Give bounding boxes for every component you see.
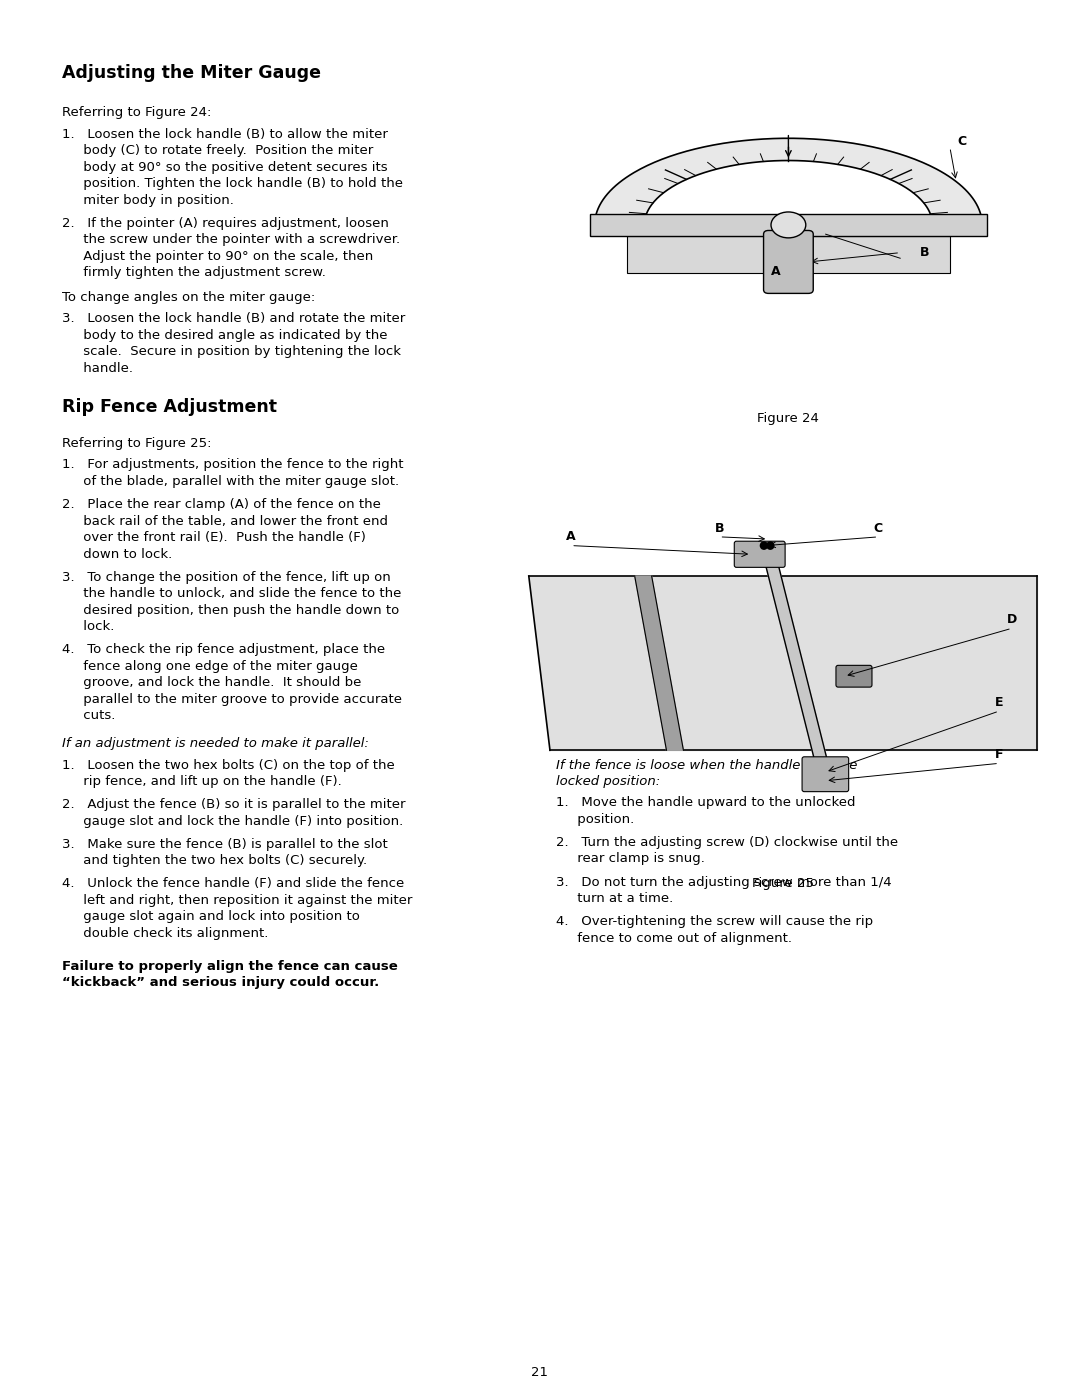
Text: 2.   Place the rear clamp (A) of the fence on the: 2. Place the rear clamp (A) of the fence… (62, 499, 380, 511)
Text: fence along one edge of the miter gauge: fence along one edge of the miter gauge (62, 659, 357, 672)
Text: body to the desired angle as indicated by the: body to the desired angle as indicated b… (62, 328, 387, 342)
Text: 3.   Loosen the lock handle (B) and rotate the miter: 3. Loosen the lock handle (B) and rotate… (62, 313, 405, 326)
Text: turn at a time.: turn at a time. (556, 893, 674, 905)
Text: rip fence, and lift up on the handle (F).: rip fence, and lift up on the handle (F)… (62, 775, 341, 788)
Text: Referring to Figure 24:: Referring to Figure 24: (62, 106, 211, 119)
FancyBboxPatch shape (836, 665, 872, 687)
Text: Figure 25: Figure 25 (752, 876, 814, 890)
FancyBboxPatch shape (802, 757, 849, 792)
Text: scale.  Secure in position by tightening the lock: scale. Secure in position by tightening … (62, 345, 401, 358)
Text: and tighten the two hex bolts (C) securely.: and tighten the two hex bolts (C) secure… (62, 854, 367, 868)
Text: miter body in position.: miter body in position. (62, 194, 233, 207)
Polygon shape (635, 576, 684, 750)
Text: gauge slot and lock the handle (F) into position.: gauge slot and lock the handle (F) into … (62, 814, 403, 827)
Text: If an adjustment is needed to make it parallel:: If an adjustment is needed to make it pa… (62, 738, 368, 750)
Text: 21: 21 (531, 1366, 549, 1379)
FancyBboxPatch shape (764, 231, 813, 293)
Text: back rail of the table, and lower the front end: back rail of the table, and lower the fr… (62, 514, 388, 528)
Text: Adjust the pointer to 90° on the scale, then: Adjust the pointer to 90° on the scale, … (62, 250, 373, 263)
Text: parallel to the miter groove to provide accurate: parallel to the miter groove to provide … (62, 693, 402, 705)
Text: firmly tighten the adjustment screw.: firmly tighten the adjustment screw. (62, 265, 325, 279)
Text: position. Tighten the lock handle (B) to hold the: position. Tighten the lock handle (B) to… (62, 177, 403, 190)
Text: 2.   Turn the adjusting screw (D) clockwise until the: 2. Turn the adjusting screw (D) clockwis… (556, 835, 899, 849)
Text: fence to come out of alignment.: fence to come out of alignment. (556, 932, 793, 944)
Text: position.: position. (556, 813, 634, 826)
Text: F: F (995, 749, 1003, 761)
Text: the screw under the pointer with a screwdriver.: the screw under the pointer with a screw… (62, 233, 400, 246)
Text: groove, and lock the handle.  It should be: groove, and lock the handle. It should b… (62, 676, 361, 689)
Circle shape (766, 541, 774, 550)
FancyBboxPatch shape (590, 214, 987, 236)
Polygon shape (761, 550, 827, 761)
Text: B: B (715, 521, 725, 535)
Text: 1.   Loosen the lock handle (B) to allow the miter: 1. Loosen the lock handle (B) to allow t… (62, 127, 388, 141)
Text: 1.   For adjustments, position the fence to the right: 1. For adjustments, position the fence t… (62, 458, 403, 472)
Text: down to lock.: down to lock. (62, 548, 172, 560)
Text: 3.   Make sure the fence (B) is parallel to the slot: 3. Make sure the fence (B) is parallel t… (62, 838, 388, 851)
Text: of the blade, parallel with the miter gauge slot.: of the blade, parallel with the miter ga… (62, 475, 399, 488)
Circle shape (771, 212, 806, 237)
Text: Figure 24: Figure 24 (757, 412, 820, 425)
Polygon shape (595, 138, 982, 225)
Text: If the fence is loose when the handle is in the: If the fence is loose when the handle is… (556, 759, 858, 771)
Text: 3.   Do not turn the adjusting screw more than 1/4: 3. Do not turn the adjusting screw more … (556, 876, 892, 888)
Text: cuts.: cuts. (62, 710, 114, 722)
Text: desired position, then push the handle down to: desired position, then push the handle d… (62, 604, 399, 616)
Text: the handle to unlock, and slide the fence to the: the handle to unlock, and slide the fenc… (62, 587, 401, 601)
Text: over the front rail (E).  Push the handle (F): over the front rail (E). Push the handle… (62, 531, 365, 543)
Text: body (C) to rotate freely.  Position the miter: body (C) to rotate freely. Position the … (62, 144, 373, 156)
Text: 2.   Adjust the fence (B) so it is parallel to the miter: 2. Adjust the fence (B) so it is paralle… (62, 798, 405, 812)
Text: Referring to Figure 25:: Referring to Figure 25: (62, 437, 211, 450)
Text: body at 90° so the positive detent secures its: body at 90° so the positive detent secur… (62, 161, 388, 173)
Text: B: B (920, 246, 930, 260)
Text: C: C (874, 521, 882, 535)
Text: 3.   To change the position of the fence, lift up on: 3. To change the position of the fence, … (62, 570, 390, 584)
Text: 4.   To check the rip fence adjustment, place the: 4. To check the rip fence adjustment, pl… (62, 643, 384, 657)
Circle shape (759, 541, 768, 550)
Text: Rip Fence Adjustment: Rip Fence Adjustment (62, 398, 276, 416)
Text: 4.   Unlock the fence handle (F) and slide the fence: 4. Unlock the fence handle (F) and slide… (62, 877, 404, 890)
Text: left and right, then reposition it against the miter: left and right, then reposition it again… (62, 894, 411, 907)
Text: Failure to properly align the fence can cause: Failure to properly align the fence can … (62, 960, 397, 972)
Text: double check its alignment.: double check its alignment. (62, 926, 268, 940)
Text: rear clamp is snug.: rear clamp is snug. (556, 852, 705, 866)
Text: handle.: handle. (62, 362, 133, 374)
Text: Adjusting the Miter Gauge: Adjusting the Miter Gauge (62, 64, 321, 82)
Text: E: E (995, 696, 1003, 708)
Text: D: D (1007, 613, 1017, 626)
Text: C: C (958, 136, 967, 148)
Text: 2.   If the pointer (A) requires adjustment, loosen: 2. If the pointer (A) requires adjustmen… (62, 217, 389, 229)
Text: gauge slot again and lock into position to: gauge slot again and lock into position … (62, 911, 360, 923)
Text: 1.   Move the handle upward to the unlocked: 1. Move the handle upward to the unlocke… (556, 796, 855, 809)
Text: A: A (771, 264, 781, 278)
Text: A: A (566, 531, 576, 543)
Text: 4.   Over-tightening the screw will cause the rip: 4. Over-tightening the screw will cause … (556, 915, 874, 928)
Polygon shape (529, 576, 1037, 750)
Text: lock.: lock. (62, 620, 113, 633)
Text: locked position:: locked position: (556, 775, 661, 788)
Text: To change angles on the miter gauge:: To change angles on the miter gauge: (62, 291, 314, 303)
Text: 1.   Loosen the two hex bolts (C) on the top of the: 1. Loosen the two hex bolts (C) on the t… (62, 759, 394, 771)
FancyBboxPatch shape (734, 541, 785, 567)
Text: “kickback” and serious injury could occur.: “kickback” and serious injury could occu… (62, 977, 379, 989)
FancyBboxPatch shape (627, 236, 950, 272)
